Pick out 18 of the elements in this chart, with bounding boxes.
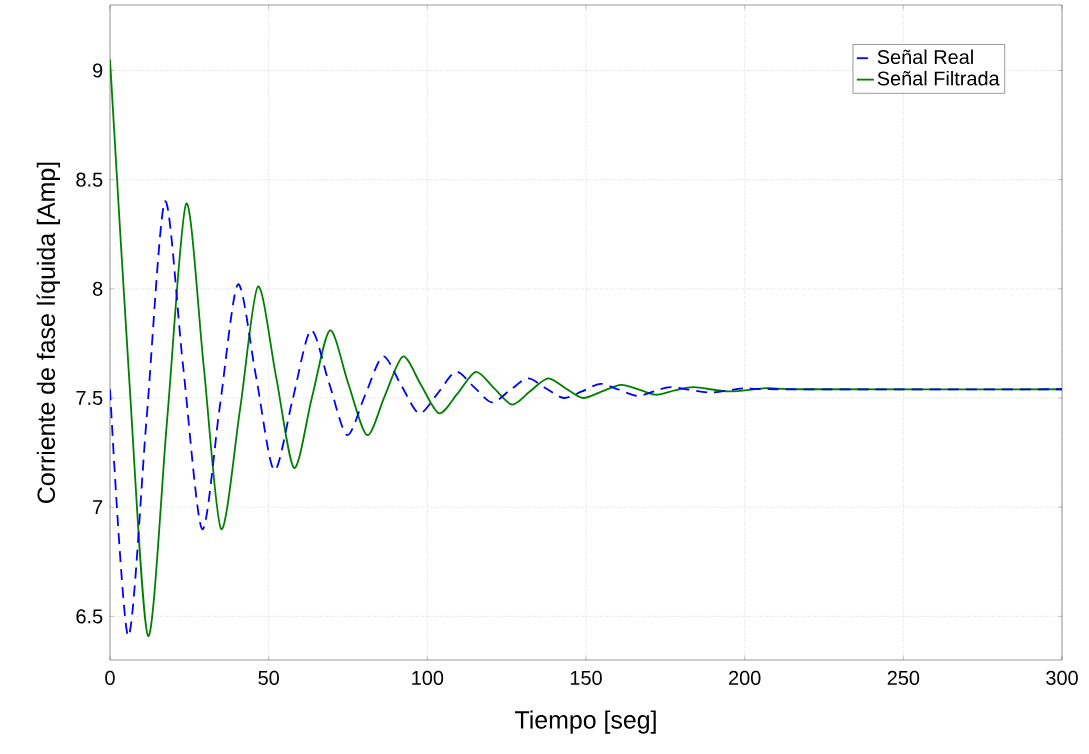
y-tick-label: 7: [93, 500, 103, 515]
legend-label: Señal Real: [877, 49, 973, 65]
x-axis-title: Tiempo [seg]: [515, 710, 656, 734]
y-tick-label: 7.5: [76, 391, 103, 405]
y-tick-label: 9: [93, 63, 103, 78]
y-axis-title: Corriente de fase líquida [Amp]: [36, 162, 60, 503]
x-tick-label: 200: [729, 670, 761, 685]
x-tick-label: 250: [887, 670, 920, 685]
x-tick-label: 50: [258, 670, 279, 685]
y-tick-label: 6.5: [76, 609, 103, 624]
x-tick-label: 300: [1046, 670, 1078, 685]
y-tick-label: 8.5: [76, 172, 103, 187]
x-tick-label: 0: [105, 670, 115, 685]
legend-label: Señal Filtrada: [877, 70, 1000, 86]
y-tick-label: 8: [92, 281, 103, 296]
line-series: [110, 200, 1063, 637]
x-tick-label: 100: [412, 670, 444, 685]
x-tick-label: 150: [570, 670, 602, 685]
